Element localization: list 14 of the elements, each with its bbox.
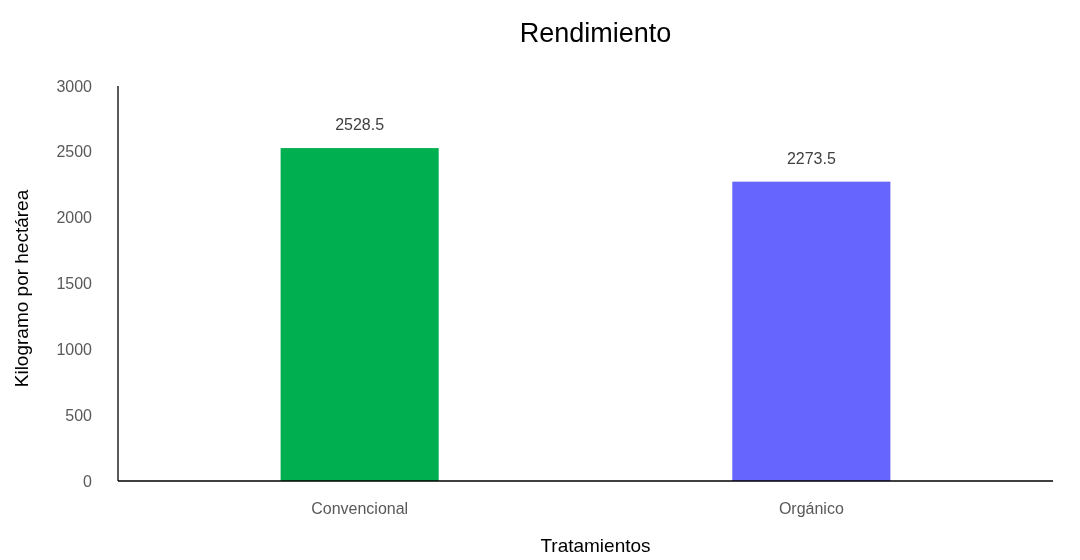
y-tick-label: 2000: [56, 209, 93, 227]
y-tick-label: 500: [65, 406, 93, 424]
x-axis-title: Tratamientos: [540, 535, 651, 556]
x-tick-label: Convencional: [311, 500, 409, 517]
y-tick-label: 2500: [56, 143, 93, 161]
y-axis-title: Kilogramo por hectárea: [11, 189, 32, 388]
y-tick-label: 3000: [56, 77, 93, 95]
chart-title: Rendimiento: [519, 18, 672, 48]
data-label: 2273.5: [786, 149, 836, 167]
y-tick-label: 0: [83, 472, 93, 490]
data-label: 2528.5: [335, 116, 385, 134]
y-tick-label: 1500: [56, 275, 93, 293]
x-tick-label: Orgánico: [778, 500, 844, 517]
y-tick-label: 1000: [56, 340, 93, 358]
